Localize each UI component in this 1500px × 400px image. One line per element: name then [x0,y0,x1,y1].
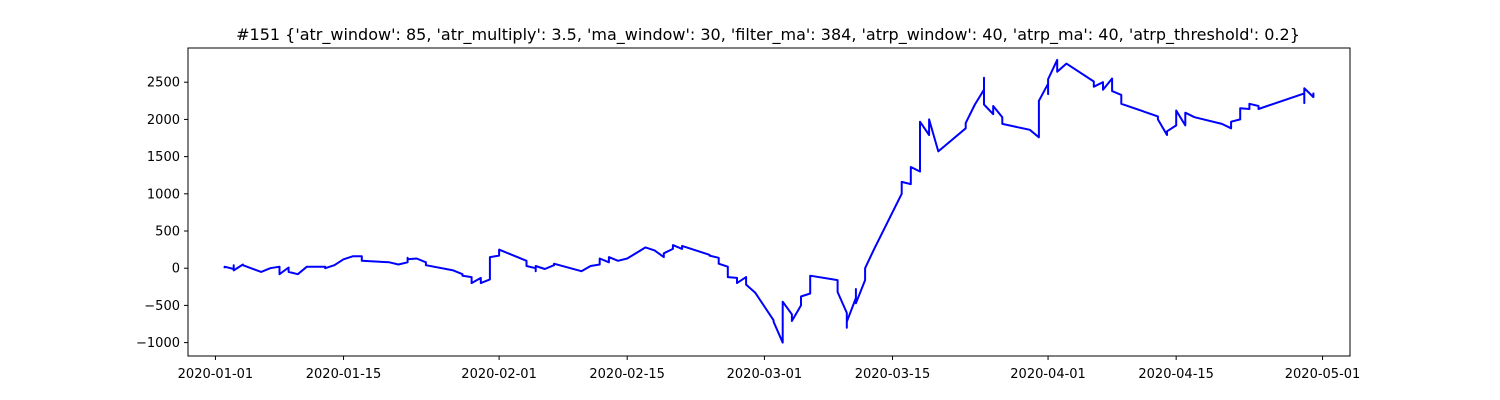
y-tick-label: −500 [144,299,180,314]
plot-area [223,58,1315,344]
y-axis: −1000 −500 0 500 1000 1500 2000 2500 [136,76,188,351]
x-axis: 2020-01-01 2020-01-15 2020-02-01 2020-02-15… [178,356,1361,382]
x-tick-label: 2020-02-15 [589,367,665,382]
x-tick-label: 2020-03-15 [855,367,931,382]
x-tick-label: 2020-02-01 [461,367,537,382]
y-tick-label: 0 [172,262,180,277]
chart-title: #151 {'atr_window': 85, 'atr_multiply': … [236,25,1300,45]
x-tick-label: 2020-04-15 [1138,367,1214,382]
x-tick-label: 2020-01-01 [178,367,254,382]
y-tick-label: 2500 [147,76,180,91]
x-tick-label: 2020-01-15 [306,367,382,382]
y-tick-label: 500 [155,225,180,240]
y-tick-label: −1000 [136,336,180,351]
y-tick-label: 1500 [147,150,180,165]
x-tick-label: 2020-04-01 [1010,367,1086,382]
x-tick-label: 2020-05-01 [1285,367,1361,382]
plot-frame [187,47,1351,357]
y-tick-label: 1000 [147,187,180,202]
series-line [223,58,1315,344]
y-tick-label: 2000 [147,113,180,128]
x-tick-label: 2020-03-01 [727,367,803,382]
